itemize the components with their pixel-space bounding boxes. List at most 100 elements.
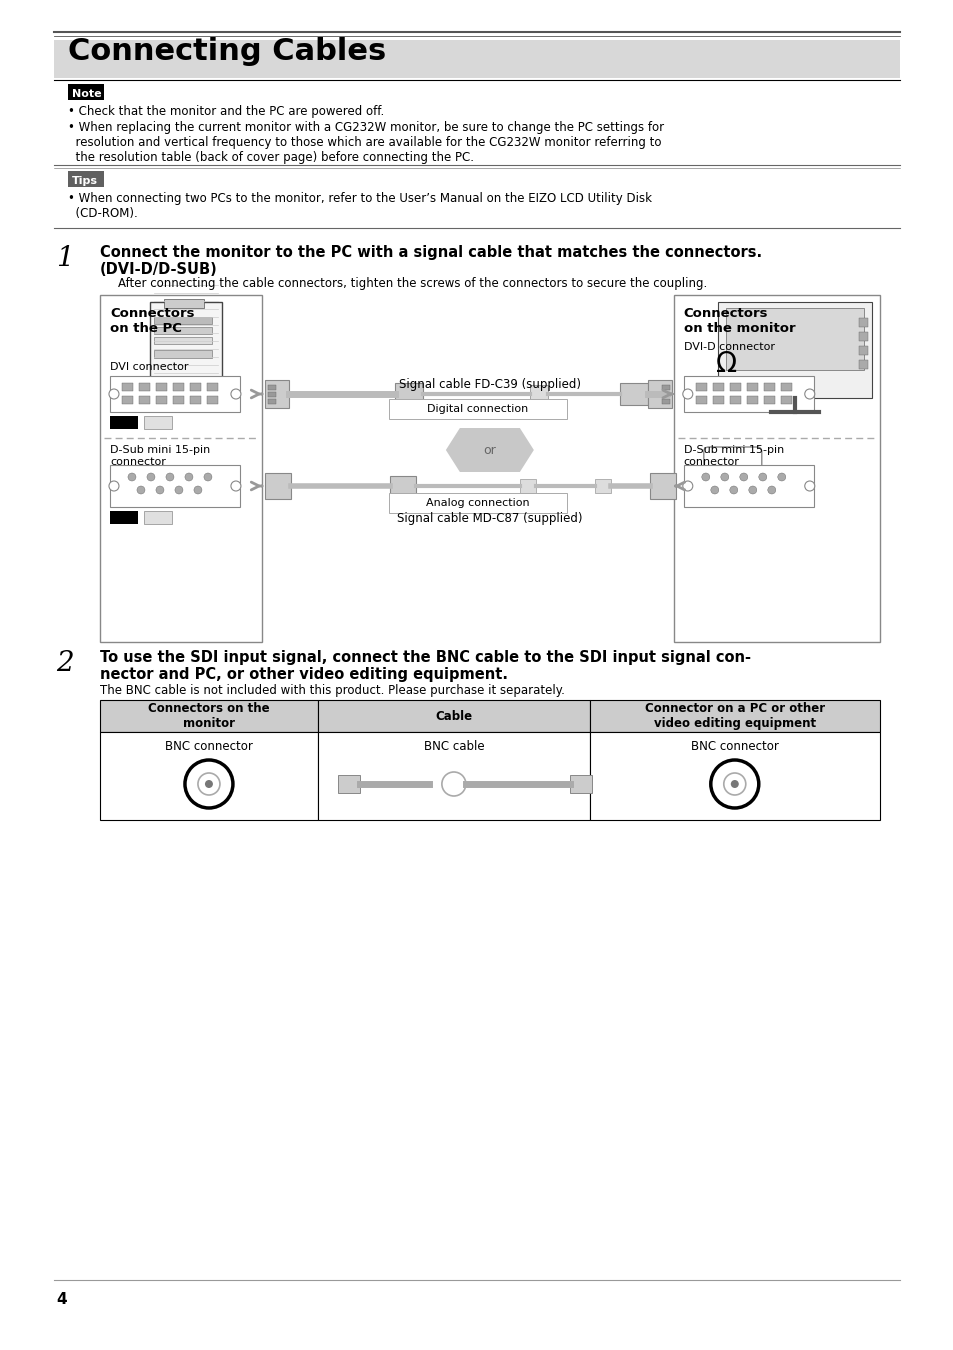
Circle shape	[723, 774, 745, 795]
Bar	[858, 332, 867, 342]
Circle shape	[185, 472, 193, 481]
Bar	[390, 477, 416, 495]
Bar	[649, 472, 675, 499]
Circle shape	[729, 486, 737, 494]
Bar	[110, 464, 239, 508]
Circle shape	[701, 472, 709, 481]
Text: Cable: Cable	[435, 710, 472, 722]
Bar	[337, 775, 359, 792]
Bar	[569, 775, 591, 792]
Bar	[763, 383, 774, 392]
Text: Connectors
on the monitor: Connectors on the monitor	[683, 306, 795, 335]
Bar	[695, 383, 706, 392]
Circle shape	[155, 486, 164, 494]
Circle shape	[109, 481, 119, 491]
Bar	[395, 383, 422, 405]
Circle shape	[231, 481, 241, 491]
Bar	[589, 732, 879, 819]
Bar	[780, 383, 791, 392]
Bar	[519, 479, 536, 493]
Text: BNC connector: BNC connector	[690, 740, 778, 753]
Polygon shape	[445, 428, 534, 472]
Circle shape	[231, 389, 241, 400]
Circle shape	[730, 780, 738, 788]
Bar	[780, 396, 791, 404]
Text: Connectors
on the PC: Connectors on the PC	[110, 306, 194, 335]
Bar	[100, 701, 317, 732]
Bar	[68, 84, 104, 100]
Bar	[150, 302, 222, 396]
Bar	[725, 308, 862, 370]
Bar	[729, 383, 740, 392]
Text: Ω: Ω	[715, 350, 736, 378]
Bar	[268, 400, 275, 404]
Circle shape	[166, 472, 173, 481]
Text: 1: 1	[56, 244, 73, 271]
Bar	[155, 396, 167, 404]
Text: DVI connector: DVI connector	[110, 362, 189, 373]
Circle shape	[185, 760, 233, 809]
Text: or: or	[483, 444, 496, 456]
Circle shape	[147, 472, 154, 481]
Bar	[139, 383, 150, 392]
Bar	[589, 701, 879, 732]
Text: Signal cable FD-C39 (supplied): Signal cable FD-C39 (supplied)	[398, 378, 580, 392]
Bar	[54, 40, 899, 78]
Bar	[746, 383, 757, 392]
Bar	[647, 379, 671, 408]
Bar	[661, 385, 669, 390]
Bar	[153, 317, 212, 324]
Circle shape	[777, 472, 785, 481]
Circle shape	[710, 486, 718, 494]
Circle shape	[109, 389, 119, 400]
Circle shape	[710, 760, 758, 809]
Bar	[268, 392, 275, 397]
Bar	[265, 472, 291, 499]
Bar	[268, 385, 275, 390]
Text: • Check that the monitor and the PC are powered off.: • Check that the monitor and the PC are …	[68, 105, 384, 117]
Circle shape	[682, 481, 692, 491]
Bar	[122, 383, 132, 392]
Bar	[746, 396, 757, 404]
Bar	[729, 396, 740, 404]
Bar	[172, 396, 184, 404]
Bar	[207, 396, 217, 404]
Text: Tips: Tips	[71, 176, 98, 186]
Bar	[110, 377, 239, 412]
Bar	[190, 383, 201, 392]
Bar	[595, 479, 610, 493]
Bar	[712, 383, 723, 392]
Bar	[190, 396, 201, 404]
Bar	[153, 338, 212, 344]
Circle shape	[154, 379, 165, 390]
Text: Connectors on the
monitor: Connectors on the monitor	[148, 702, 270, 730]
Bar	[164, 298, 204, 308]
Text: 2: 2	[56, 649, 73, 676]
Circle shape	[804, 389, 814, 400]
Text: • When connecting two PCs to the monitor, refer to the User’s Manual on the EIZO: • When connecting two PCs to the monitor…	[68, 192, 651, 220]
FancyBboxPatch shape	[389, 493, 566, 513]
Text: DVI-D connector: DVI-D connector	[683, 342, 774, 352]
Text: Signal cable MD-C87 (supplied): Signal cable MD-C87 (supplied)	[396, 512, 582, 525]
Circle shape	[804, 481, 814, 491]
Text: Connect the monitor to the PC with a signal cable that matches the connectors.
(: Connect the monitor to the PC with a sig…	[100, 244, 761, 277]
Bar	[661, 392, 669, 397]
Text: Analog connection: Analog connection	[426, 498, 529, 508]
Bar	[110, 512, 138, 524]
Bar	[858, 360, 867, 369]
Bar	[695, 396, 706, 404]
Bar	[619, 383, 647, 405]
Text: BNC cable: BNC cable	[423, 740, 484, 753]
Bar	[122, 396, 132, 404]
Bar	[317, 732, 589, 819]
Text: 4: 4	[56, 1292, 67, 1307]
Circle shape	[739, 472, 747, 481]
Text: Connecting Cables: Connecting Cables	[68, 36, 386, 66]
Circle shape	[197, 774, 220, 795]
Circle shape	[758, 472, 766, 481]
Bar	[858, 319, 867, 327]
Bar	[100, 296, 262, 643]
Bar	[763, 396, 774, 404]
Bar	[155, 383, 167, 392]
Circle shape	[137, 486, 145, 494]
